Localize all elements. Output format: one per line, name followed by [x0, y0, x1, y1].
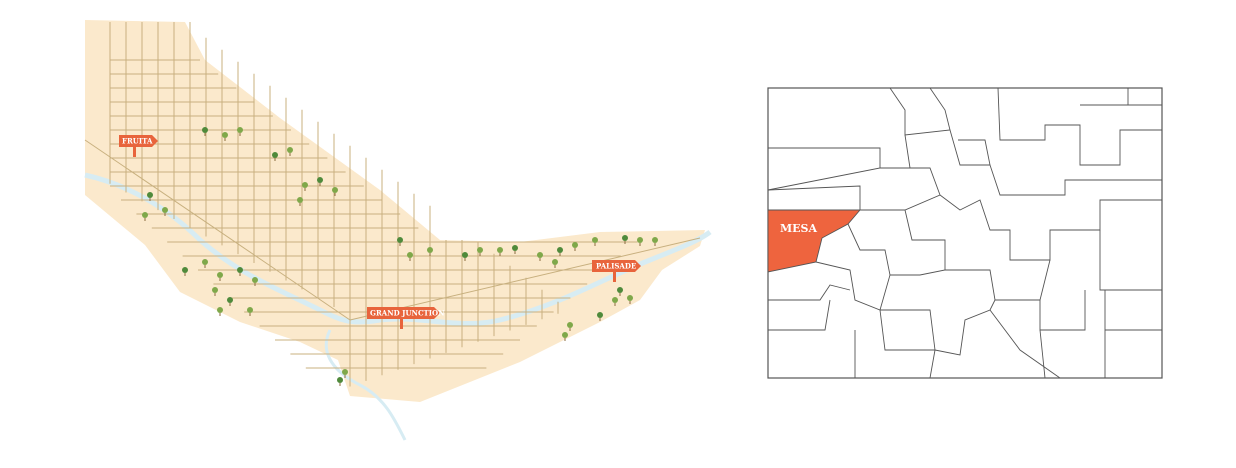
tree [217, 307, 223, 313]
tree [427, 247, 433, 253]
tree [222, 132, 228, 138]
tree [237, 267, 243, 273]
tree [227, 297, 233, 303]
tree [512, 245, 518, 251]
highway [349, 237, 701, 321]
marker-palisade: PALISADE [592, 260, 641, 282]
tree [407, 252, 413, 258]
flag [119, 135, 158, 147]
tree [617, 287, 623, 293]
tree [317, 177, 323, 183]
state-outline [767, 87, 1163, 379]
tree [342, 369, 348, 375]
tree [572, 242, 578, 248]
tree [597, 312, 603, 318]
tree [397, 237, 403, 243]
flag-pole [133, 147, 136, 157]
county-label: MESA [780, 222, 818, 235]
tree [567, 322, 573, 328]
tree [477, 247, 483, 253]
tree [142, 212, 148, 218]
tree [212, 287, 218, 293]
tree [202, 127, 208, 133]
tree [552, 259, 558, 265]
highway [84, 139, 351, 321]
marker-grand-junction: GRAND JUNCTION [367, 307, 445, 329]
tree [182, 267, 188, 273]
valley-map: FRUITA GRAND JUNCTION PALISADE [84, 20, 712, 441]
tree [652, 237, 658, 243]
tree [592, 237, 598, 243]
tree [627, 295, 633, 301]
flag [592, 260, 641, 272]
tree [622, 235, 628, 241]
tree [557, 247, 563, 253]
place-label: PALISADE [596, 262, 636, 271]
tree [612, 297, 618, 303]
tree [162, 207, 168, 213]
streets [84, 22, 701, 387]
tree [537, 252, 543, 258]
tree [302, 182, 308, 188]
tree [287, 147, 293, 153]
tree [237, 127, 243, 133]
flag-pole [400, 319, 403, 329]
river-branch [324, 329, 407, 441]
flag-pole [613, 272, 616, 282]
place-label: GRAND JUNCTION [370, 309, 445, 318]
tree [202, 259, 208, 265]
tree [337, 377, 343, 383]
tree [297, 197, 303, 203]
tree [562, 332, 568, 338]
place-label: FRUITA [122, 137, 153, 146]
colorado-map: MESA [767, 87, 1163, 379]
tree [462, 252, 468, 258]
valley-land [85, 20, 705, 402]
tree [332, 187, 338, 193]
tree [147, 192, 153, 198]
marker-fruita: FRUITA [119, 135, 158, 157]
tree [272, 152, 278, 158]
county-lines [767, 87, 1162, 379]
tree [217, 272, 223, 278]
tree [252, 277, 258, 283]
tree [637, 237, 643, 243]
tree [247, 307, 253, 313]
tree [497, 247, 503, 253]
trees [142, 127, 658, 386]
flag [367, 307, 440, 319]
